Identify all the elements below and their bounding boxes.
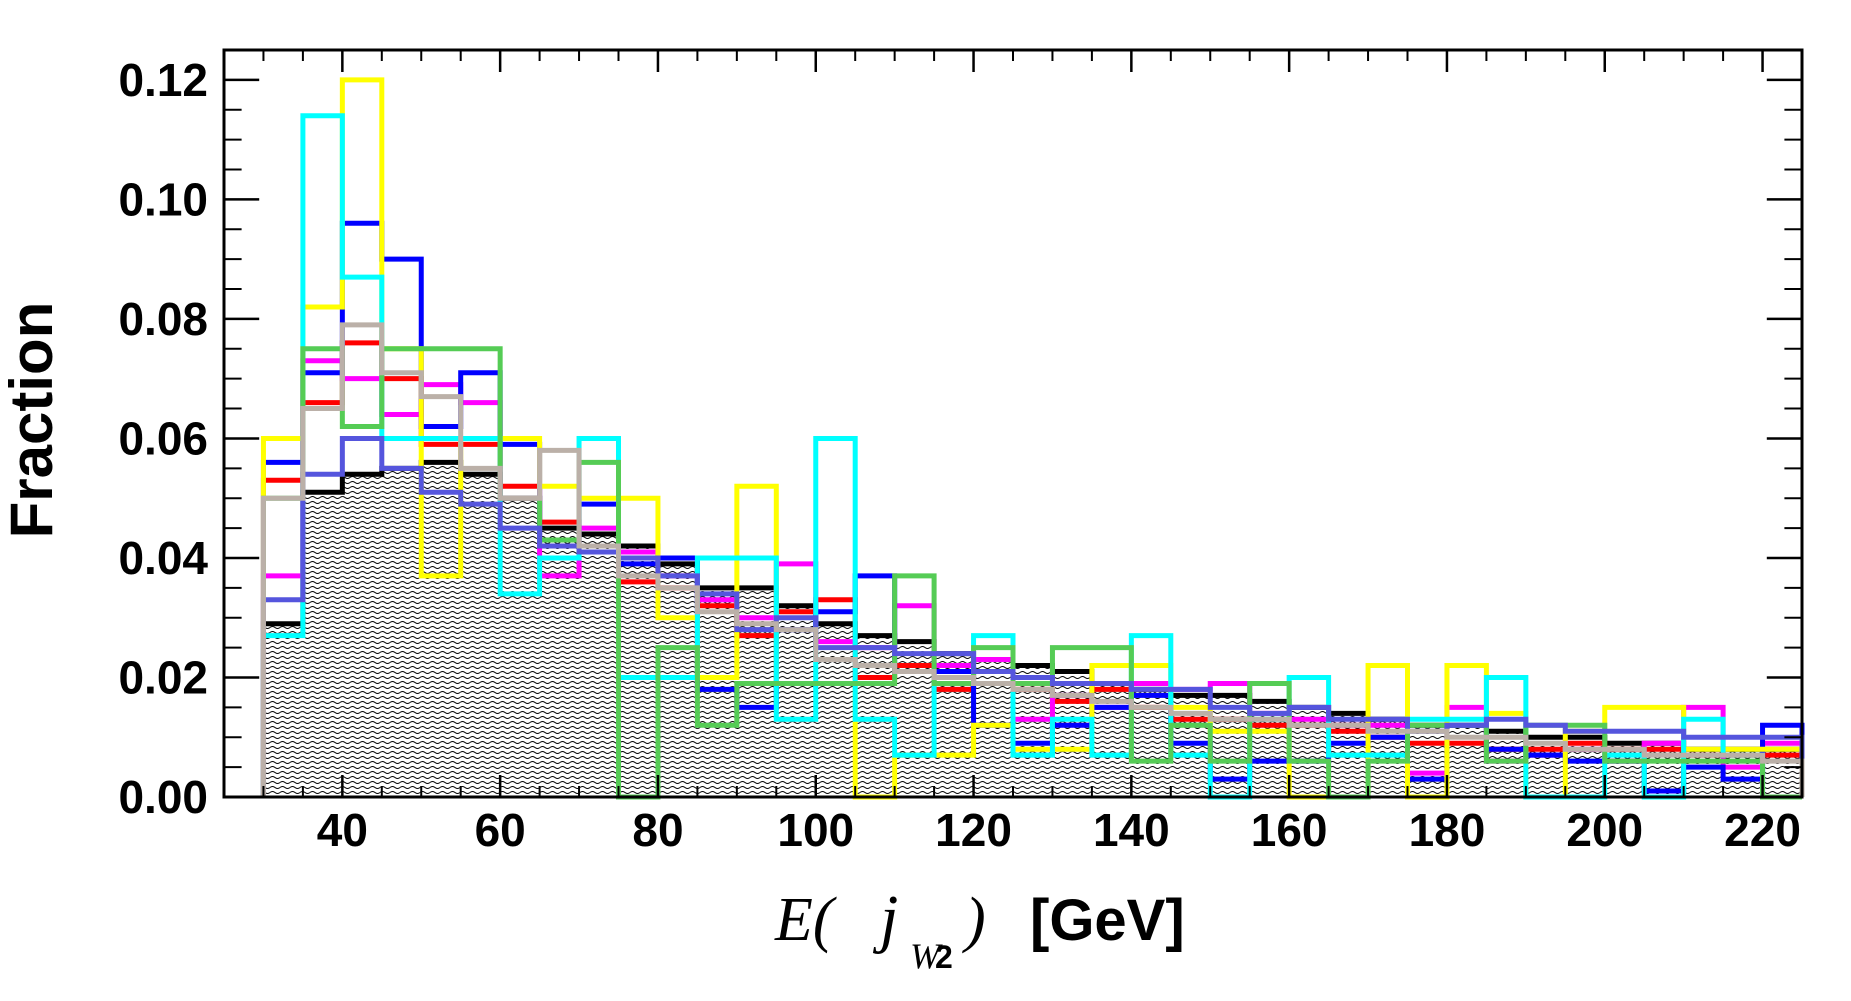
histogram-bar: [263, 623, 303, 797]
y-tick-label: 0.00: [118, 771, 208, 823]
x-axis-label-subscript-2: 2: [935, 939, 953, 975]
x-tick-label: 160: [1251, 804, 1328, 856]
histogram-bar: [697, 587, 737, 797]
histogram-bar: [776, 605, 816, 797]
x-axis-label-suffix: ): [962, 886, 986, 954]
x-axis-label: E( j W 2 ) [GeV]: [774, 882, 1185, 982]
x-tick-label: 60: [475, 804, 526, 856]
histogram-bar: [1565, 737, 1605, 797]
x-tick-label: 120: [935, 804, 1012, 856]
histogram-bar: [618, 546, 658, 797]
x-tick-label: 40: [317, 804, 368, 856]
histogram-outline: [260, 322, 1805, 797]
histogram-bar: [1210, 695, 1250, 797]
x-tick-label: 180: [1409, 804, 1486, 856]
histogram-bar: [1644, 743, 1684, 797]
y-tick-label: 0.04: [118, 532, 208, 584]
histogram-bar: [1052, 671, 1092, 797]
histogram-bar: [579, 534, 619, 797]
y-tick-label: 0.12: [118, 54, 208, 106]
y-tick-label: 0.06: [118, 412, 208, 464]
x-axis-label-unit: [GeV]: [1030, 888, 1185, 953]
y-tick-label: 0.08: [118, 293, 208, 345]
histogram-bar: [973, 659, 1013, 797]
histogram-bar: [1170, 695, 1211, 797]
histogram-bar: [1604, 743, 1645, 797]
y-tick-label: 0.10: [118, 173, 208, 225]
histogram-bar: [500, 498, 540, 797]
histogram-bar: [421, 462, 461, 797]
histogram-bar: [1407, 725, 1447, 797]
histogram-outline: [260, 435, 1805, 797]
histogram-series-8: [260, 435, 1805, 797]
histogram-bar: [815, 623, 856, 797]
x-tick-label: 200: [1566, 804, 1643, 856]
histogram-bar: [302, 492, 343, 797]
y-tick-label: 0.02: [118, 651, 208, 703]
histogram-bar: [1525, 737, 1566, 797]
x-axis-label-prefix: E(: [774, 886, 837, 954]
x-tick-label: 80: [632, 804, 683, 856]
y-axis-label: Fraction: [0, 302, 65, 539]
histogram-bar: [381, 468, 422, 797]
histogram-bar: [460, 474, 501, 797]
histogram-bar: [657, 563, 698, 797]
x-axis-label-subscript-w: W: [910, 936, 943, 976]
histogram-bar: [342, 474, 382, 797]
x-tick-label: 140: [1093, 804, 1170, 856]
histogram-bar: [1289, 707, 1329, 797]
histogram-bar: [855, 635, 895, 797]
x-tick-label: 220: [1724, 804, 1801, 856]
x-axis-label-symbol: j: [872, 882, 898, 955]
histogram-bar: [539, 528, 580, 797]
histogram-series-9: [260, 322, 1805, 797]
histogram-bar: [1486, 731, 1526, 797]
x-tick-label: 100: [777, 804, 854, 856]
